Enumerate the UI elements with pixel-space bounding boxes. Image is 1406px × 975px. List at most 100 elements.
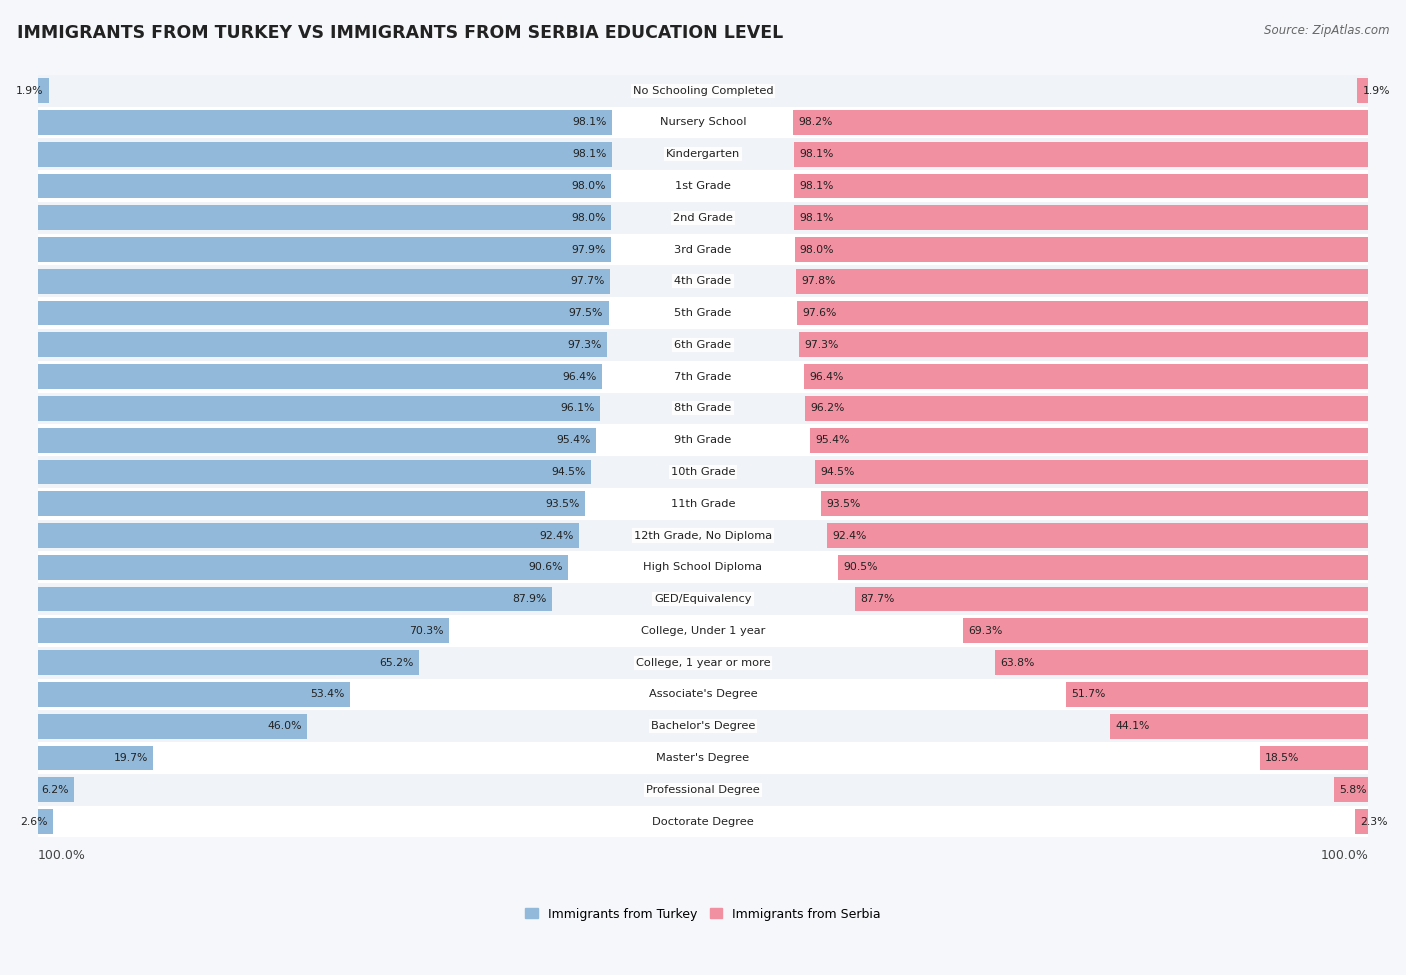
- Bar: [38, 202, 1368, 234]
- Bar: [38, 618, 450, 644]
- Text: 97.3%: 97.3%: [568, 340, 602, 350]
- Text: 90.6%: 90.6%: [529, 563, 562, 572]
- Bar: [794, 206, 1368, 230]
- Bar: [38, 237, 610, 262]
- Text: 100.0%: 100.0%: [1320, 848, 1368, 862]
- Text: 96.4%: 96.4%: [562, 371, 596, 381]
- Bar: [38, 456, 1368, 488]
- Bar: [794, 174, 1368, 198]
- Text: College, 1 year or more: College, 1 year or more: [636, 658, 770, 668]
- Text: 1st Grade: 1st Grade: [675, 181, 731, 191]
- Text: 96.4%: 96.4%: [810, 371, 844, 381]
- Bar: [1260, 746, 1368, 770]
- Bar: [38, 141, 612, 167]
- Bar: [995, 650, 1368, 675]
- Bar: [38, 805, 1368, 838]
- Bar: [38, 269, 610, 293]
- Text: 97.5%: 97.5%: [569, 308, 603, 318]
- Bar: [794, 141, 1368, 167]
- Text: 97.3%: 97.3%: [804, 340, 838, 350]
- Bar: [38, 491, 585, 516]
- Bar: [38, 396, 600, 421]
- Bar: [38, 682, 350, 707]
- Bar: [38, 329, 1368, 361]
- Text: 92.4%: 92.4%: [538, 530, 574, 540]
- Bar: [38, 459, 591, 485]
- Bar: [38, 234, 1368, 265]
- Bar: [38, 265, 1368, 297]
- Bar: [38, 174, 612, 198]
- Bar: [806, 396, 1368, 421]
- Bar: [1111, 714, 1368, 739]
- Text: 90.5%: 90.5%: [844, 563, 879, 572]
- Bar: [38, 424, 1368, 456]
- Text: 98.0%: 98.0%: [572, 181, 606, 191]
- Bar: [810, 428, 1368, 452]
- Text: Doctorate Degree: Doctorate Degree: [652, 816, 754, 827]
- Text: 100.0%: 100.0%: [38, 848, 86, 862]
- Bar: [38, 300, 609, 326]
- Bar: [38, 332, 607, 357]
- Text: 94.5%: 94.5%: [551, 467, 586, 477]
- Text: 98.0%: 98.0%: [800, 245, 834, 254]
- Bar: [38, 552, 1368, 583]
- Text: 2.6%: 2.6%: [20, 816, 48, 827]
- Bar: [38, 520, 1368, 552]
- Bar: [38, 679, 1368, 711]
- Text: 87.9%: 87.9%: [513, 594, 547, 604]
- Text: IMMIGRANTS FROM TURKEY VS IMMIGRANTS FROM SERBIA EDUCATION LEVEL: IMMIGRANTS FROM TURKEY VS IMMIGRANTS FRO…: [17, 24, 783, 42]
- Bar: [38, 361, 1368, 393]
- Text: 44.1%: 44.1%: [1115, 722, 1150, 731]
- Text: 4th Grade: 4th Grade: [675, 276, 731, 287]
- Bar: [38, 777, 75, 802]
- Text: 63.8%: 63.8%: [1000, 658, 1035, 668]
- Bar: [1357, 78, 1368, 103]
- Text: 97.8%: 97.8%: [801, 276, 835, 287]
- Text: 6.2%: 6.2%: [41, 785, 69, 795]
- Text: Nursery School: Nursery School: [659, 117, 747, 128]
- Text: 94.5%: 94.5%: [820, 467, 855, 477]
- Bar: [38, 615, 1368, 646]
- Bar: [38, 75, 1368, 106]
- Text: 19.7%: 19.7%: [114, 753, 148, 763]
- Bar: [796, 269, 1368, 293]
- Bar: [38, 428, 596, 452]
- Text: 96.1%: 96.1%: [561, 404, 595, 413]
- Text: 98.1%: 98.1%: [799, 213, 834, 222]
- Text: 98.0%: 98.0%: [572, 213, 606, 222]
- Text: 7th Grade: 7th Grade: [675, 371, 731, 381]
- Bar: [38, 711, 1368, 742]
- Text: 98.1%: 98.1%: [572, 117, 607, 128]
- Text: 95.4%: 95.4%: [557, 435, 591, 446]
- Text: Kindergarten: Kindergarten: [666, 149, 740, 159]
- Bar: [799, 332, 1368, 357]
- Bar: [38, 646, 1368, 679]
- Text: 5th Grade: 5th Grade: [675, 308, 731, 318]
- Bar: [38, 138, 1368, 170]
- Bar: [38, 365, 602, 389]
- Bar: [38, 488, 1368, 520]
- Bar: [38, 170, 1368, 202]
- Bar: [827, 524, 1368, 548]
- Text: 18.5%: 18.5%: [1265, 753, 1299, 763]
- Text: 1.9%: 1.9%: [1362, 86, 1391, 96]
- Text: 97.7%: 97.7%: [569, 276, 605, 287]
- Text: High School Diploma: High School Diploma: [644, 563, 762, 572]
- Bar: [38, 524, 579, 548]
- Bar: [38, 809, 53, 834]
- Text: 12th Grade, No Diploma: 12th Grade, No Diploma: [634, 530, 772, 540]
- Text: 98.1%: 98.1%: [799, 149, 834, 159]
- Text: 9th Grade: 9th Grade: [675, 435, 731, 446]
- Bar: [38, 78, 49, 103]
- Text: 1.9%: 1.9%: [15, 86, 44, 96]
- Bar: [38, 742, 1368, 774]
- Text: No Schooling Completed: No Schooling Completed: [633, 86, 773, 96]
- Bar: [855, 587, 1368, 611]
- Text: 98.1%: 98.1%: [572, 149, 607, 159]
- Text: 92.4%: 92.4%: [832, 530, 868, 540]
- Text: Bachelor's Degree: Bachelor's Degree: [651, 722, 755, 731]
- Bar: [1334, 777, 1368, 802]
- Legend: Immigrants from Turkey, Immigrants from Serbia: Immigrants from Turkey, Immigrants from …: [520, 903, 886, 925]
- Text: Professional Degree: Professional Degree: [647, 785, 759, 795]
- Text: 10th Grade: 10th Grade: [671, 467, 735, 477]
